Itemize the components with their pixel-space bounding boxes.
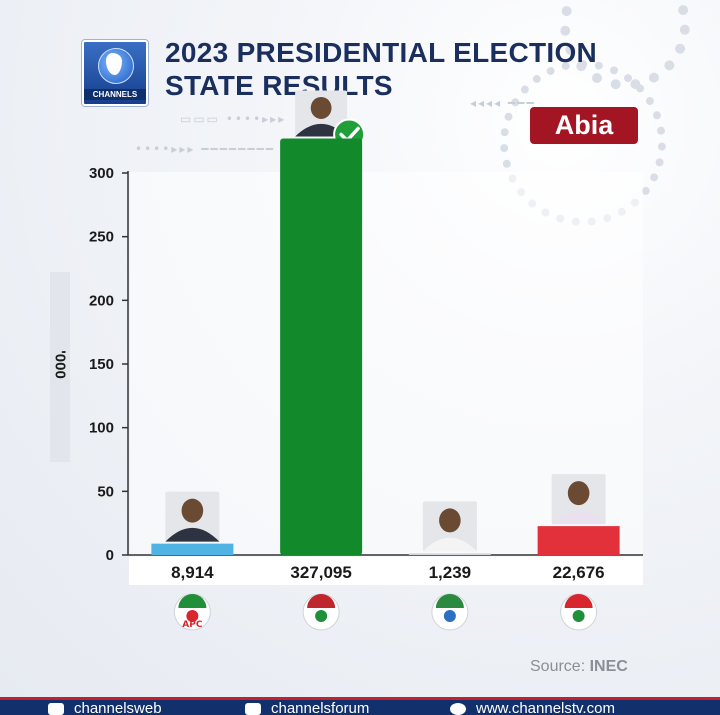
- party-logo-top: [178, 594, 207, 608]
- y-tick-label: 50: [97, 483, 114, 500]
- footer-accent: [0, 697, 720, 700]
- bar: [151, 543, 234, 555]
- y-tick-label: 0: [106, 547, 114, 564]
- page-title: 2023 PRESIDENTIAL ELECTION STATE RESULTS: [165, 36, 625, 102]
- state-badge: Abia: [530, 107, 638, 144]
- party-logo-mark: [186, 610, 199, 622]
- footer-item-web[interactable]: www.channelstv.com: [450, 700, 615, 715]
- source-name: INEC: [589, 658, 628, 675]
- bar: [280, 138, 363, 556]
- y-tick-label: 150: [89, 356, 114, 373]
- portrait-head: [310, 96, 332, 120]
- bar: [537, 526, 620, 555]
- y-tick-label: 300: [89, 165, 114, 182]
- value-label-band: [129, 557, 643, 585]
- logo-text: CHANNELS: [84, 89, 146, 100]
- value-label: 8,914: [171, 563, 214, 582]
- footer-bar: channelsweb channelsforum www.channelstv…: [0, 697, 720, 715]
- source-credit: Source: INEC: [530, 658, 628, 676]
- title-line-1: 2023 PRESIDENTIAL ELECTION: [165, 37, 598, 68]
- party-logo-top: [435, 594, 464, 608]
- party-logo: [431, 593, 469, 631]
- circuit-decoration: ◂◂◂◂ ━━━: [470, 96, 536, 110]
- portrait-head: [439, 508, 461, 533]
- party-logo-top: [307, 594, 336, 608]
- portrait-head: [181, 498, 204, 523]
- portrait-body: [165, 527, 220, 542]
- party-logo-mark: [572, 610, 585, 622]
- footer-item-label: channelsweb: [74, 700, 162, 715]
- globe-icon: [450, 703, 466, 715]
- circuit-decoration: ▭▭▭ ••••▸▸▸: [180, 112, 287, 126]
- portrait-body: [551, 510, 606, 525]
- candidate-portrait: [422, 501, 477, 552]
- y-tick-label: 100: [89, 420, 114, 437]
- value-label: 1,239: [429, 563, 472, 582]
- footer-item-label: www.channelstv.com: [476, 700, 615, 715]
- footer-item-label: channelsforum: [271, 700, 370, 715]
- title-line-2: STATE RESULTS: [165, 70, 393, 101]
- youtube-icon: [48, 703, 64, 715]
- source-label: Source:: [530, 658, 586, 675]
- footer-item-facebook[interactable]: channelsforum: [245, 700, 369, 715]
- party-logo: APC: [173, 593, 211, 631]
- party-logo: [560, 593, 598, 631]
- candidate-portrait: [165, 491, 220, 542]
- candidate-portrait: [295, 90, 348, 137]
- facebook-icon: [245, 703, 261, 715]
- party-logo-mark: [315, 610, 328, 622]
- party-logo-mark: [443, 610, 456, 622]
- ylabel-band: [50, 272, 70, 462]
- circuit-decoration: ••••▸▸▸ ━━━━━━━━ ◯: [135, 142, 297, 156]
- value-label: 22,676: [553, 563, 605, 582]
- party-logo: [302, 593, 340, 631]
- africa-icon: [106, 53, 122, 75]
- party-logo-top: [564, 594, 593, 608]
- value-label: 327,095: [290, 563, 351, 582]
- footer-item-youtube[interactable]: channelsweb: [48, 700, 162, 715]
- party-logo-text: APC: [182, 620, 203, 630]
- portrait-body: [422, 537, 477, 552]
- candidate-portrait: [551, 474, 606, 525]
- y-tick-label: 200: [89, 292, 114, 309]
- bar: [408, 553, 491, 555]
- y-tick-label: 250: [89, 229, 114, 246]
- channels-logo: CHANNELS: [82, 40, 148, 106]
- portrait-head: [567, 481, 590, 506]
